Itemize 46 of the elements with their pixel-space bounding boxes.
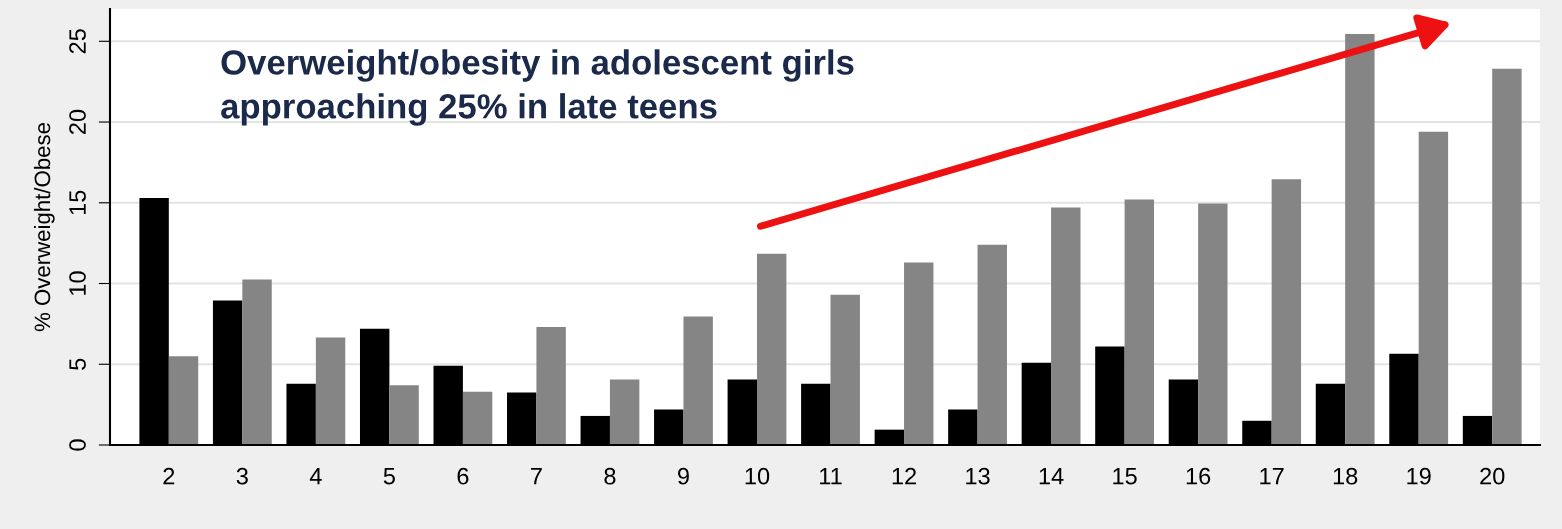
x-tick-label: 4: [309, 468, 322, 485]
bar: [1492, 68, 1522, 445]
bar: [168, 356, 199, 445]
bar: [683, 316, 713, 445]
bar: [1198, 203, 1228, 445]
bar: [830, 294, 860, 445]
x-tick-label: 6: [457, 467, 469, 485]
y-axis-title: % Overweight/Obese: [33, 123, 55, 332]
x-tick-label: 18: [1333, 467, 1358, 485]
x-tick-label: 2: [163, 467, 175, 485]
bar: [1345, 34, 1375, 445]
x-tick-label: 10: [745, 467, 770, 485]
x-tick-label: 7: [531, 468, 542, 485]
bar: [977, 244, 1007, 445]
annotation: Overweight/obesity in adolescent girls approaching 25% in late teens: [221, 49, 854, 126]
x-tick-label: 15: [1113, 468, 1137, 485]
x-tick-label: 16: [1186, 467, 1211, 485]
x-tick-label: 3: [236, 467, 248, 485]
x-tick-label: 5: [383, 468, 395, 485]
x-tick-label: 13: [966, 467, 990, 485]
bar: [1271, 179, 1302, 445]
y-tick-label: 15: [69, 190, 86, 215]
y-tick-label: 10: [69, 271, 86, 295]
x-tick-label: 19: [1407, 467, 1431, 485]
y-tick-label: 20: [69, 109, 86, 134]
bar: [536, 327, 566, 445]
bar: [1124, 199, 1155, 445]
bar: [389, 385, 419, 445]
bar: [1418, 131, 1449, 445]
bar: [904, 262, 934, 445]
y-tick-label: 5: [69, 358, 86, 370]
bar: [1051, 207, 1081, 445]
bar: [242, 279, 272, 445]
x-tick-label: 17: [1260, 468, 1284, 485]
y-tick-label: 25: [69, 29, 86, 54]
bar: [462, 391, 493, 445]
x-tick-label: 9: [678, 467, 689, 485]
x-tick-label: 8: [604, 467, 616, 485]
x-tick-label: 12: [892, 467, 916, 485]
bar: [315, 337, 346, 445]
bar: [609, 379, 640, 445]
y-tick-label: 0: [69, 439, 86, 451]
x-tick-label: 14: [1039, 468, 1064, 485]
x-tick-label: 20: [1480, 467, 1505, 485]
x-tick-label: 11: [820, 468, 842, 485]
bar: [756, 253, 787, 445]
